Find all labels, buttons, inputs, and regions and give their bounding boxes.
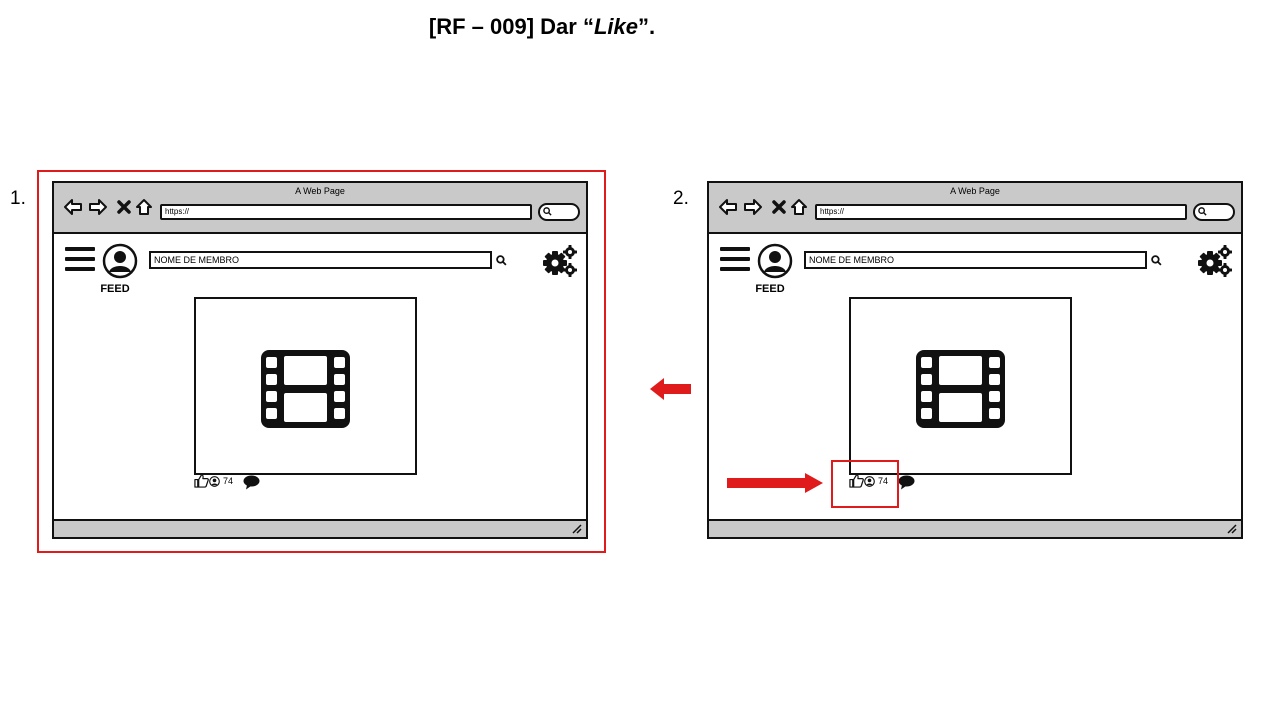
like-icon[interactable]: [849, 473, 864, 488]
window-title: A Web Page: [950, 186, 1000, 196]
page-title: [RF – 009] Dar “Like”.: [0, 14, 1084, 40]
nav-label-feed[interactable]: FEED: [755, 283, 785, 295]
browser-chrome: A Web Page https://: [54, 183, 586, 234]
browser-search-button[interactable]: [538, 203, 580, 221]
gear-icon[interactable]: [542, 244, 578, 278]
film-icon: [261, 350, 350, 428]
back-arrow-annotation-icon: [650, 378, 691, 400]
pointer-arrow-icon: [727, 473, 823, 493]
search-icon: [543, 207, 552, 216]
member-search-input[interactable]: NOME DE MEMBRO: [804, 251, 1147, 269]
browser-search-button[interactable]: [1193, 203, 1235, 221]
search-icon[interactable]: [1151, 255, 1162, 266]
post-media[interactable]: [194, 297, 417, 475]
gear-icon[interactable]: [1197, 244, 1233, 278]
address-bar[interactable]: https://: [815, 204, 1187, 220]
back-arrow-icon[interactable]: [718, 197, 738, 217]
resize-icon[interactable]: [572, 524, 582, 534]
home-icon[interactable]: [789, 197, 809, 217]
resize-icon[interactable]: [1227, 524, 1237, 534]
forward-arrow-icon[interactable]: [88, 197, 108, 217]
address-bar[interactable]: https://: [160, 204, 532, 220]
comment-icon[interactable]: [898, 475, 915, 490]
browser-chrome: A Web Page https://: [709, 183, 1241, 234]
back-arrow-icon[interactable]: [63, 197, 83, 217]
selection-frame-step-1: [37, 170, 606, 553]
member-search-input[interactable]: NOME DE MEMBRO: [149, 251, 492, 269]
search-icon: [1198, 207, 1207, 216]
comment-icon[interactable]: [243, 475, 260, 490]
person-icon: [209, 476, 220, 487]
window-title: A Web Page: [295, 186, 345, 196]
close-icon[interactable]: [114, 197, 134, 217]
menu-icon[interactable]: [65, 246, 95, 272]
post-media[interactable]: [849, 297, 1072, 475]
like-highlight-box: [831, 460, 899, 508]
avatar-icon[interactable]: [102, 243, 138, 279]
avatar-icon[interactable]: [757, 243, 793, 279]
home-icon[interactable]: [134, 197, 154, 217]
film-icon: [916, 350, 1005, 428]
wireframe-window-2: A Web Page https:// FEED NOME DE MEMBRO: [707, 181, 1243, 539]
title-suffix: ”.: [637, 14, 656, 39]
nav-label-feed[interactable]: FEED: [100, 283, 130, 295]
like-count: 74: [223, 476, 234, 486]
person-icon: [864, 476, 875, 487]
like-count: 74: [878, 476, 889, 486]
search-icon[interactable]: [496, 255, 507, 266]
close-icon[interactable]: [769, 197, 789, 217]
step-number-2: 2.: [673, 188, 689, 209]
menu-icon[interactable]: [720, 246, 750, 272]
wireframe-window-1: A Web Page https:// FEED NOME DE MEMBRO: [52, 181, 588, 539]
step-number-1: 1.: [10, 188, 26, 209]
forward-arrow-icon[interactable]: [743, 197, 763, 217]
status-bar: [54, 519, 586, 537]
title-emphasis: Like: [593, 14, 638, 39]
like-icon[interactable]: [194, 473, 209, 488]
title-prefix: [RF – 009] Dar “: [428, 14, 594, 39]
status-bar: [709, 519, 1241, 537]
